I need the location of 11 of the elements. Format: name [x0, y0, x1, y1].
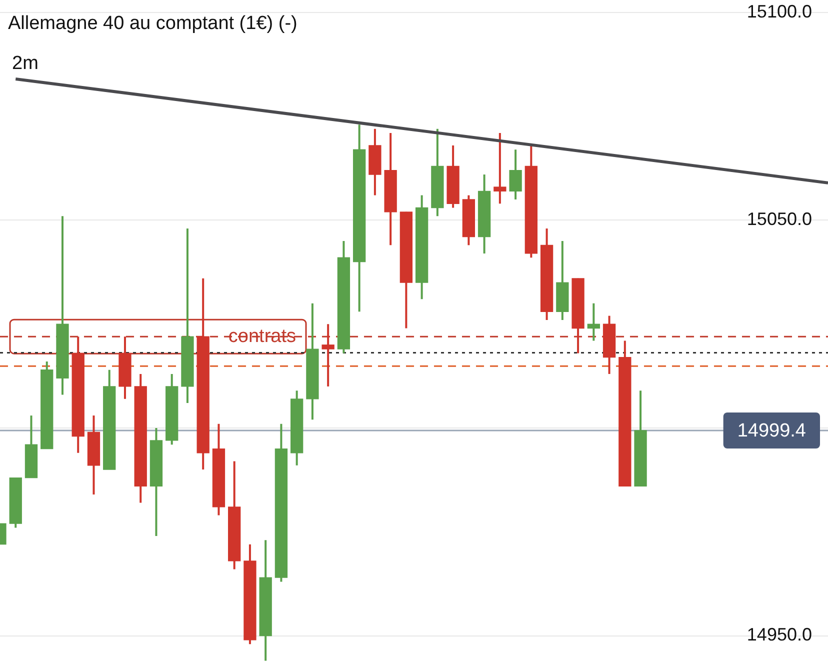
y-tick-label: 15100.0 [746, 1, 812, 22]
candlestick [509, 148, 522, 200]
ref-line-label: 14999.4 [737, 420, 806, 442]
candlestick [322, 323, 334, 388]
candlestick [587, 302, 600, 342]
y-tick-label: 15050.0 [746, 209, 812, 230]
annotation: 2m [12, 53, 38, 74]
candlestick [494, 132, 506, 205]
ref-line-label: contrats [228, 326, 296, 347]
y-tick-label: 14950.0 [746, 624, 812, 645]
text: Allemagne 40 au comptant (1€) (-) [8, 13, 298, 34]
